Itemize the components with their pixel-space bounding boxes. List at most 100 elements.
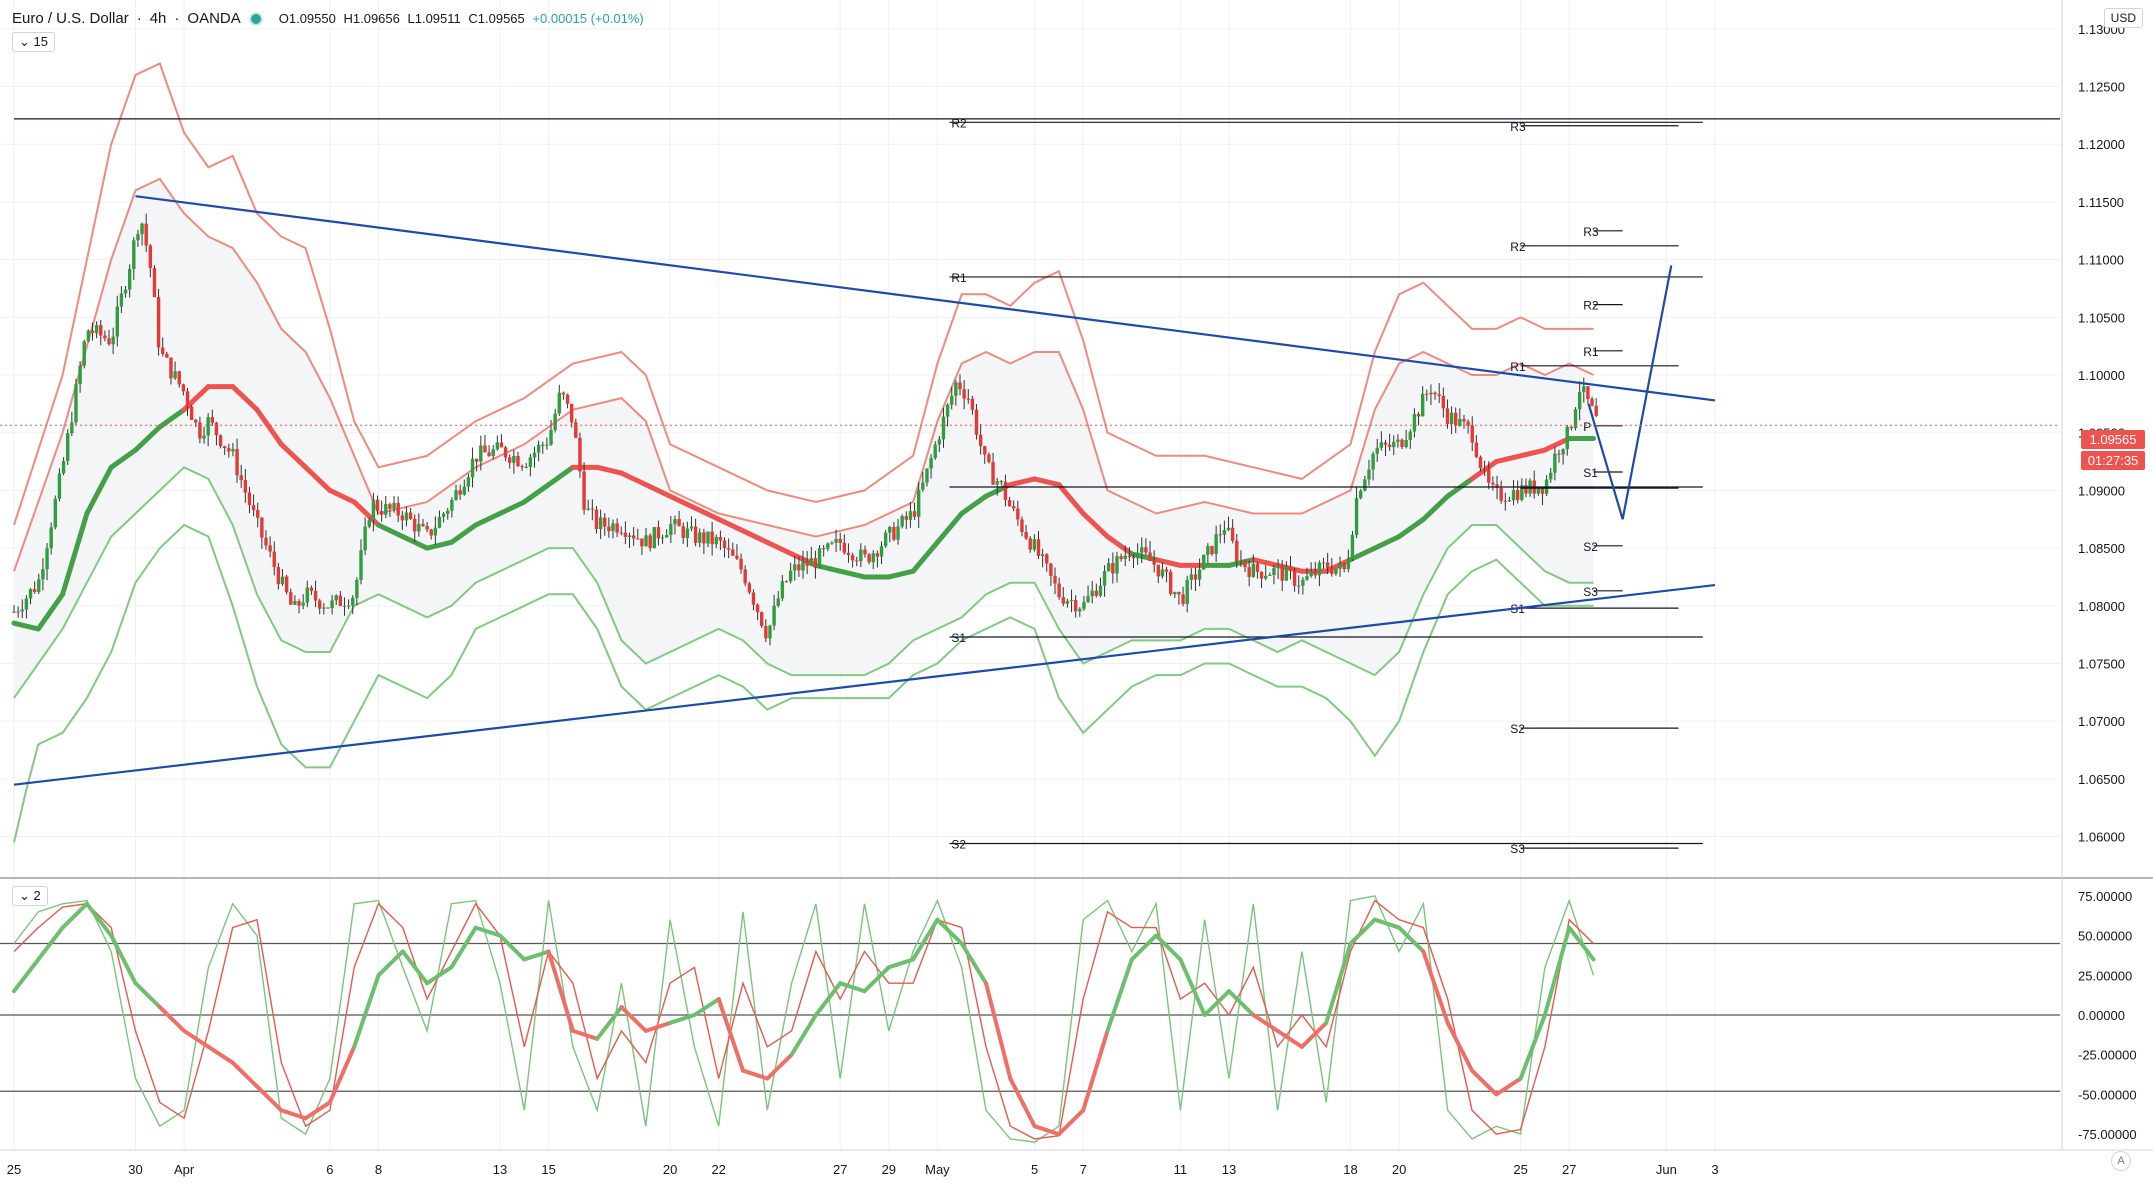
candle-body xyxy=(1334,568,1338,574)
pivot-label: S3 xyxy=(1583,585,1598,599)
candle-body xyxy=(268,545,272,552)
pivot-label: R1 xyxy=(1510,360,1526,374)
candle-body xyxy=(1350,534,1355,560)
time-tick-label: 22 xyxy=(711,1162,725,1177)
candle-body xyxy=(185,391,190,407)
lower-band-outer xyxy=(13,523,1594,843)
candle-body xyxy=(1404,439,1408,447)
candle-body xyxy=(706,531,710,544)
time-tick-label: 25 xyxy=(7,1162,21,1177)
candle-body xyxy=(1367,469,1371,480)
candle-body xyxy=(1561,449,1565,455)
base-line-segment xyxy=(376,522,406,540)
band-cloud xyxy=(14,178,1594,699)
candle-body xyxy=(1317,562,1322,576)
candle-body xyxy=(1247,567,1251,577)
candle-body xyxy=(912,511,917,517)
indicator-toggle-osc[interactable]: ⌄ 2 xyxy=(12,886,48,906)
candle-body xyxy=(582,471,586,510)
base-line-segment xyxy=(448,522,479,545)
base-line-segment xyxy=(521,482,552,505)
candle-body xyxy=(61,460,66,474)
currency-badge[interactable]: USD xyxy=(2103,8,2143,28)
candle-body xyxy=(677,519,681,527)
candle-body xyxy=(474,458,479,462)
interval-label[interactable]: 4h xyxy=(149,10,167,27)
osc-main-segment xyxy=(619,1005,648,1033)
base-line-segment xyxy=(1348,545,1378,563)
candle-body xyxy=(119,293,124,307)
candle-body xyxy=(817,548,822,568)
candle-body xyxy=(516,456,520,467)
auto-scale-icon[interactable]: A xyxy=(2111,1151,2131,1171)
countdown-tag: 01:27:35 xyxy=(2081,451,2145,470)
candle-body xyxy=(652,527,657,549)
candle-body xyxy=(1379,442,1384,448)
candle-body xyxy=(875,553,880,557)
candle-body xyxy=(1540,488,1545,494)
price-tick-label: 1.12500 xyxy=(2078,80,2125,95)
candle-body xyxy=(611,523,615,532)
osc-main-segment xyxy=(1081,1028,1110,1113)
osc-main-segment xyxy=(1129,933,1159,962)
time-tick-label: 30 xyxy=(128,1162,142,1177)
time-tick-label: 18 xyxy=(1343,1162,1357,1177)
candle-body xyxy=(1144,547,1148,553)
candle-body xyxy=(1016,508,1020,520)
time-tick-label: 3 xyxy=(1711,1162,1718,1177)
candle-body xyxy=(809,558,813,566)
candle-body xyxy=(1012,506,1016,509)
pivot-label: R2 xyxy=(951,116,967,130)
candle-body xyxy=(987,454,991,463)
candle-body xyxy=(623,532,628,537)
candle-body xyxy=(1400,439,1404,447)
upper-band-outer xyxy=(13,62,1594,526)
candle-body xyxy=(1416,413,1421,417)
candle-body xyxy=(565,394,570,404)
price-tick-label: 1.07500 xyxy=(2078,657,2125,672)
candle-body xyxy=(161,347,165,354)
candle-body xyxy=(607,526,611,532)
candle-body xyxy=(879,546,884,557)
candle-body xyxy=(702,532,706,544)
indicator-toggle-main[interactable]: ⌄ 15 xyxy=(12,32,55,52)
osc-main-segment xyxy=(400,949,430,986)
osc-main-segment xyxy=(935,917,964,946)
candle-body xyxy=(136,234,140,241)
osc-tick-label: -75.00000 xyxy=(2078,1127,2137,1142)
osc-main-segment xyxy=(1348,917,1377,946)
candle-body xyxy=(536,444,541,453)
candle-body xyxy=(198,422,202,439)
candle-body xyxy=(78,365,82,385)
candle-body xyxy=(1420,393,1425,417)
base-line-segment xyxy=(619,470,649,488)
base-line-segment xyxy=(1518,447,1548,459)
osc-main-segment xyxy=(449,925,478,970)
candle-body xyxy=(1140,547,1144,553)
candle-body xyxy=(53,498,58,528)
candle-body xyxy=(49,527,53,549)
candle-body xyxy=(280,576,285,585)
symbol-name[interactable]: Euro / U.S. Dollar xyxy=(12,10,129,27)
candle-body xyxy=(776,598,780,606)
candle-body xyxy=(1214,534,1218,554)
time-tick-label: 8 xyxy=(375,1162,382,1177)
ohlc-values: O1.09550 H1.09656 L1.09511 C1.09565 +0.0… xyxy=(279,11,648,26)
candle-body xyxy=(359,550,363,580)
price-tick-label: 1.10000 xyxy=(2078,368,2125,383)
candle-body xyxy=(152,268,157,298)
base-line-segment xyxy=(934,511,965,545)
candle-body xyxy=(1222,530,1227,535)
candle-body xyxy=(417,524,421,532)
candle-body xyxy=(222,446,227,449)
candle-body xyxy=(144,223,148,246)
pivot-label: P xyxy=(1583,420,1591,434)
osc-main-segment xyxy=(741,1068,770,1081)
candle-body xyxy=(1218,534,1222,536)
candle-body xyxy=(1408,431,1412,440)
candle-body xyxy=(735,555,739,559)
base-line-segment xyxy=(1080,511,1110,540)
candle-body xyxy=(1028,538,1032,550)
candle-body xyxy=(689,526,694,529)
